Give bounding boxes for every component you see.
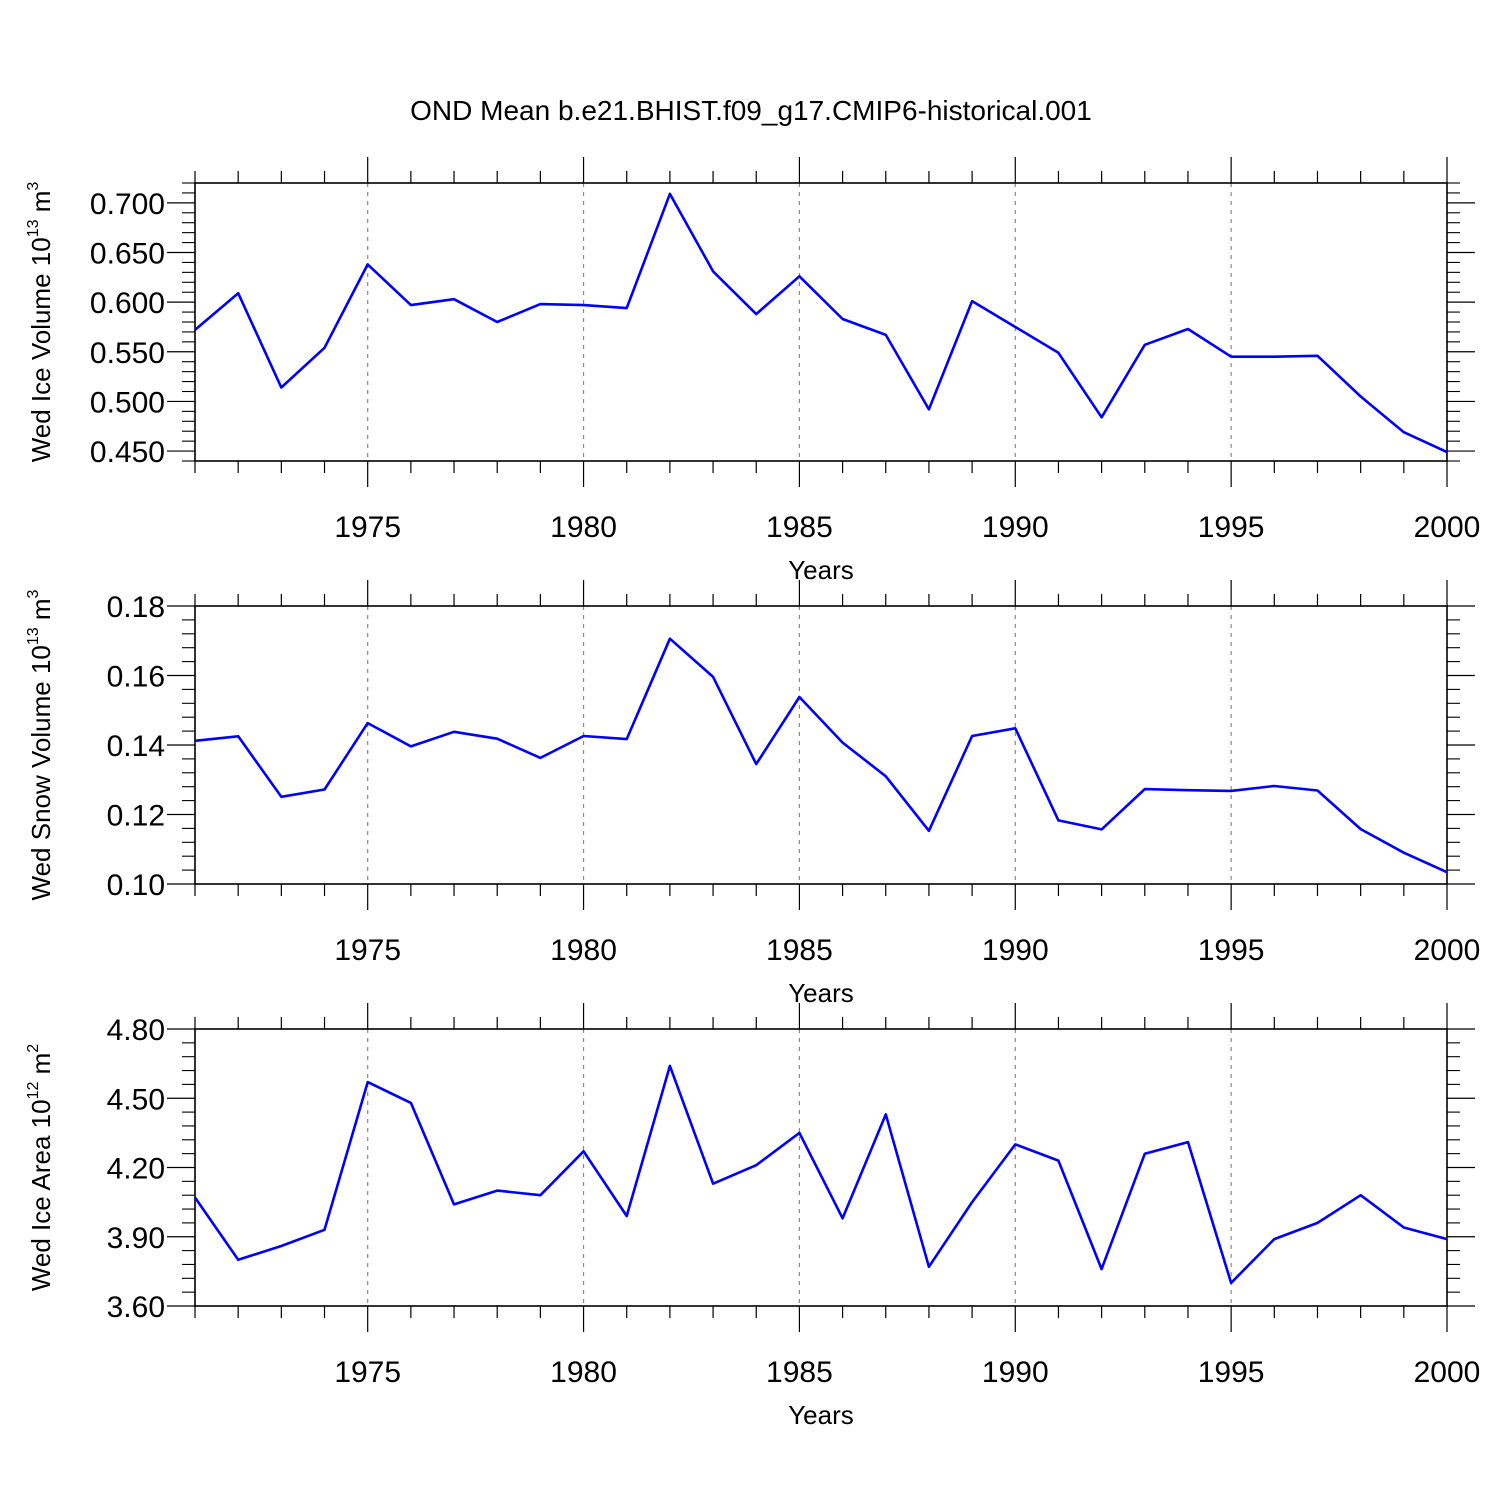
y-axis-title-exponent: 13 xyxy=(25,219,42,237)
y-axis-title: Wed Ice Area 1012 m2 xyxy=(25,1044,56,1291)
x-tick-label: 1980 xyxy=(550,511,617,544)
y-axis-title-unit: m xyxy=(26,1053,56,1082)
y-axis-title-unit-exponent: 3 xyxy=(25,182,42,191)
series-line xyxy=(193,1064,1448,1285)
y-tick-label: 0.16 xyxy=(107,661,165,694)
panel-2: 0.10 0.12 0.14 0.16 0.18 1975 1980 1985 1990 1995… xyxy=(25,580,1480,1008)
y-tick-label: 3.90 xyxy=(107,1222,165,1255)
y-axis-title-text: Wed Ice Area 10 xyxy=(26,1099,56,1291)
x-axis-title: Years xyxy=(788,555,854,585)
y-axis-title: Wed Ice Volume 1013 m3 xyxy=(25,182,56,463)
x-axis-title: Years xyxy=(788,1400,854,1430)
y-tick-label: 0.14 xyxy=(107,730,165,763)
x-tick-label: 1995 xyxy=(1198,1356,1265,1389)
y-tick-label: 4.50 xyxy=(107,1083,165,1116)
y-tick-label: 0.550 xyxy=(90,337,165,370)
y-axis-title-unit-exponent: 2 xyxy=(25,1044,42,1053)
y-tick-label: 4.80 xyxy=(107,1014,165,1047)
y-tick-label: 0.500 xyxy=(90,386,165,419)
x-tick-label: 1990 xyxy=(982,511,1049,544)
x-tick-label: 1995 xyxy=(1198,934,1265,967)
y-tick-label: 0.650 xyxy=(90,238,165,271)
x-tick-label: 1985 xyxy=(766,511,833,544)
chart-panels: 0.450 0.500 0.550 0.600 0.650 0.700 1975 1980 19… xyxy=(25,157,1480,1430)
y-axis-title-text: Wed Ice Volume 10 xyxy=(26,237,56,462)
x-tick-label: 2000 xyxy=(1414,934,1481,967)
x-tick-label: 1980 xyxy=(550,934,617,967)
y-axis-title-unit: m xyxy=(26,191,56,220)
x-tick-label: 1995 xyxy=(1198,511,1265,544)
series-line xyxy=(194,637,1448,874)
y-axis-title-exponent: 12 xyxy=(25,1082,42,1100)
panel-3: 3.60 3.90 4.20 4.50 4.80 1975 1980 1985 1990 1995… xyxy=(25,1003,1480,1430)
y-tick-label: 0.10 xyxy=(107,869,165,902)
panel-1: 0.450 0.500 0.550 0.600 0.650 0.700 1975 1980 19… xyxy=(25,157,1480,585)
y-tick-label: 0.700 xyxy=(90,188,165,221)
x-tick-label: 1990 xyxy=(982,934,1049,967)
y-axis-title-exponent: 13 xyxy=(25,627,42,645)
page-title: OND Mean b.e21.BHIST.f09_g17.CMIP6-histo… xyxy=(410,95,1092,126)
y-tick-label: 0.12 xyxy=(107,800,165,833)
x-tick-label: 1975 xyxy=(334,511,401,544)
x-tick-label: 1990 xyxy=(982,1356,1049,1389)
x-tick-label: 1975 xyxy=(334,1356,401,1389)
x-axis-title: Years xyxy=(788,978,854,1008)
y-tick-label: 0.450 xyxy=(90,436,165,469)
x-tick-label: 2000 xyxy=(1414,1356,1481,1389)
series-line xyxy=(194,192,1448,454)
x-tick-label: 1975 xyxy=(334,934,401,967)
y-axis-title-unit: m xyxy=(26,598,56,627)
y-tick-label: 0.600 xyxy=(90,287,165,320)
x-tick-label: 1985 xyxy=(766,1356,833,1389)
y-tick-label: 3.60 xyxy=(107,1291,165,1324)
x-tick-label: 1980 xyxy=(550,1356,617,1389)
y-axis-title: Wed Snow Volume 1013 m3 xyxy=(25,589,56,900)
y-tick-label: 4.20 xyxy=(107,1153,165,1186)
y-tick-label: 0.18 xyxy=(107,591,165,624)
x-tick-label: 1985 xyxy=(766,934,833,967)
y-axis-title-unit-exponent: 3 xyxy=(25,589,42,598)
y-axis-title-text: Wed Snow Volume 10 xyxy=(26,645,56,900)
x-tick-label: 2000 xyxy=(1414,511,1481,544)
